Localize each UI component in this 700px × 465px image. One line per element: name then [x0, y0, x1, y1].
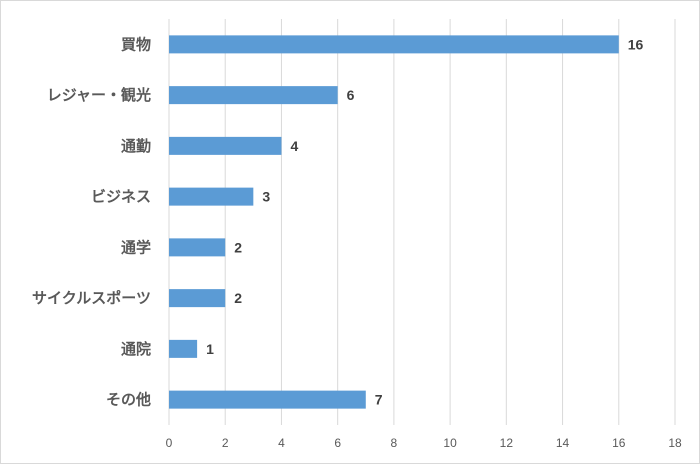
x-tick-label: 12 [500, 436, 514, 450]
category-label: 買物 [121, 35, 151, 53]
category-label: その他 [106, 391, 151, 409]
bar [169, 238, 226, 257]
category-label: 通学 [121, 238, 151, 256]
bars [169, 35, 619, 409]
category-label: レジャー・観光 [47, 86, 151, 104]
data-label: 3 [262, 189, 270, 205]
x-tick-label: 4 [278, 436, 285, 450]
x-tick-label: 16 [612, 436, 626, 450]
bar [169, 136, 282, 155]
data-labels: 16 6 4 3 2 2 1 7 [206, 36, 643, 407]
bar [169, 289, 226, 308]
x-tick-label: 8 [391, 436, 398, 450]
x-tick-label: 18 [668, 436, 682, 450]
category-label: 通勤 [121, 137, 151, 155]
data-label: 1 [206, 341, 214, 357]
x-tick-label: 10 [443, 436, 457, 450]
bar [169, 86, 338, 105]
x-tick-label: 14 [556, 436, 570, 450]
gridlines [168, 19, 676, 425]
bar [169, 390, 366, 409]
data-label: 16 [628, 36, 644, 52]
x-axis-tick-labels: 0 2 4 6 8 10 12 14 16 18 [166, 436, 682, 450]
category-label: サイクルスポーツ [32, 289, 151, 307]
category-label: ビジネス [91, 188, 151, 206]
x-tick-label: 2 [222, 436, 229, 450]
data-label: 2 [234, 239, 242, 255]
x-tick-label: 6 [334, 436, 341, 450]
category-label: 通院 [121, 340, 151, 358]
bar [169, 339, 198, 358]
x-tick-label: 0 [166, 436, 173, 450]
data-label: 6 [347, 87, 355, 103]
bar [169, 35, 619, 54]
data-label: 2 [234, 290, 242, 306]
data-label: 7 [375, 392, 383, 408]
data-label: 4 [290, 138, 298, 154]
bar [169, 187, 254, 206]
